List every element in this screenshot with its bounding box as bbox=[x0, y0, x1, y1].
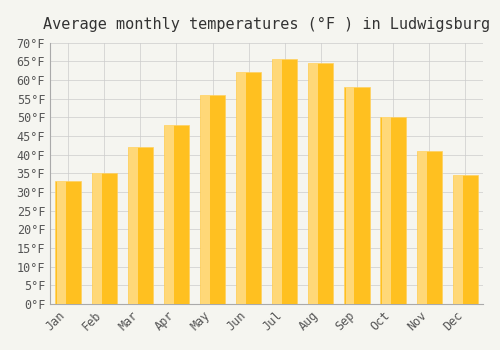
Bar bbox=[56, 181, 66, 304]
Bar bbox=[272, 60, 297, 304]
Bar bbox=[165, 125, 174, 304]
Bar bbox=[201, 95, 210, 304]
Bar bbox=[346, 88, 354, 304]
Bar bbox=[308, 63, 334, 304]
Bar bbox=[238, 72, 246, 304]
Bar bbox=[310, 63, 318, 304]
Bar bbox=[416, 151, 442, 304]
Bar bbox=[454, 175, 463, 304]
Bar bbox=[200, 95, 225, 304]
Bar bbox=[274, 60, 282, 304]
Bar bbox=[382, 117, 390, 304]
Bar bbox=[236, 72, 262, 304]
Title: Average monthly temperatures (°F ) in Ludwigsburg: Average monthly temperatures (°F ) in Lu… bbox=[43, 17, 490, 32]
Bar bbox=[56, 181, 80, 304]
Bar bbox=[344, 88, 370, 304]
Bar bbox=[380, 117, 406, 304]
Bar bbox=[164, 125, 189, 304]
Bar bbox=[128, 147, 153, 304]
Bar bbox=[418, 151, 426, 304]
Bar bbox=[92, 173, 117, 304]
Bar bbox=[452, 175, 478, 304]
Bar bbox=[93, 173, 102, 304]
Bar bbox=[129, 147, 138, 304]
